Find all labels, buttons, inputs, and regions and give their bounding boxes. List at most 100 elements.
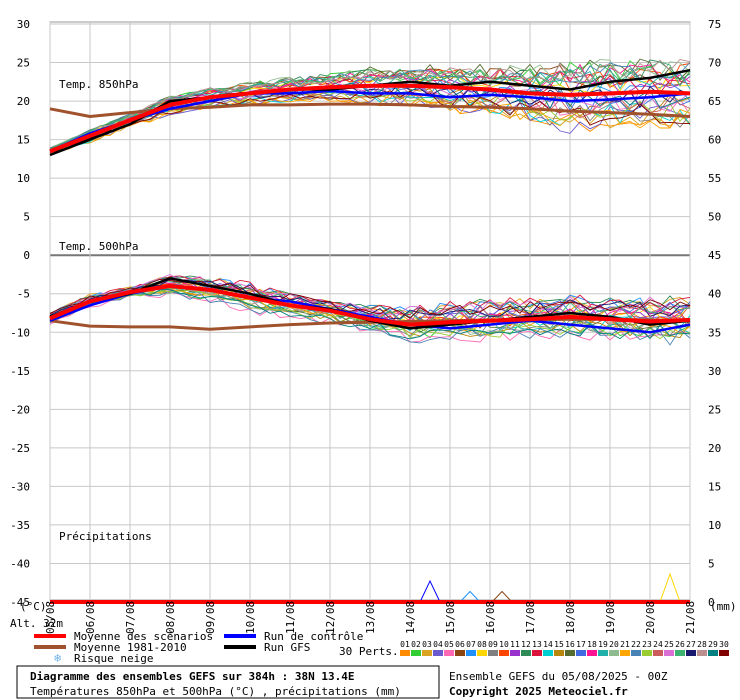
pert-id-23: 23 <box>642 640 652 649</box>
legend-snow: Risque neige <box>74 652 153 665</box>
pert-swatch-18 <box>587 650 597 656</box>
pert-swatch-22 <box>631 650 641 656</box>
copyright: Copyright 2025 Meteociel.fr <box>449 685 628 698</box>
y-right-tick-label: 30 <box>708 365 721 378</box>
pert-id-13: 13 <box>532 640 542 649</box>
pert-id-21: 21 <box>620 640 630 649</box>
pert-swatch-08 <box>477 650 487 656</box>
y-right-tick-label: 55 <box>708 172 721 185</box>
pert-swatch-15 <box>554 650 564 656</box>
panel-label-t500: Temp. 500hPa <box>59 240 138 253</box>
pert-id-27: 27 <box>686 640 696 649</box>
pert-id-14: 14 <box>543 640 553 649</box>
pert-id-03: 03 <box>422 640 432 649</box>
pert-swatch-21 <box>620 650 630 656</box>
pert-swatch-01 <box>400 650 410 656</box>
left-unit: (°C) <box>20 600 47 613</box>
t500-member-30 <box>49 278 691 319</box>
t850-member-28 <box>49 59 691 151</box>
legend-clim: Moyenne 1981-2010 <box>74 641 187 654</box>
t850-member-04 <box>49 92 691 154</box>
y-left-tick-label: 20 <box>17 95 30 108</box>
legend-control: Run de contrôle <box>264 630 363 643</box>
pert-swatch-26 <box>675 650 685 656</box>
x-tick-label: 13/08 <box>364 601 377 634</box>
pert-id-06: 06 <box>455 640 465 649</box>
y-left-tick-label: 15 <box>17 134 30 147</box>
pert-swatch-17 <box>576 650 586 656</box>
y-left-tick-label: -35 <box>10 519 30 532</box>
right-unit: (mm) <box>710 600 737 613</box>
y-left-tick-label: 0 <box>23 249 30 262</box>
pert-swatch-14 <box>543 650 553 656</box>
pert-id-19: 19 <box>598 640 608 649</box>
y-right-tick-label: 70 <box>708 57 721 70</box>
legend: Moyenne des scénarios Moyenne 1981-2010 … <box>34 630 729 665</box>
x-tick-label: 16/08 <box>484 601 497 634</box>
main-series <box>49 68 691 604</box>
precip-member-peak <box>659 572 681 603</box>
snowflake-icon: ❄ <box>54 651 61 665</box>
pert-swatch-09 <box>488 650 498 656</box>
t850-member-26 <box>49 61 691 150</box>
x-tick-label: 17/08 <box>524 601 537 634</box>
x-tick-label: 20/08 <box>644 601 657 634</box>
pert-id-29: 29 <box>708 640 718 649</box>
x-tick-label: 07/08 <box>124 601 137 634</box>
pert-id-08: 08 <box>477 640 487 649</box>
pert-id-18: 18 <box>587 640 597 649</box>
y-right-tick-label: 20 <box>708 442 721 455</box>
pert-id-22: 22 <box>631 640 641 649</box>
pert-swatch-07 <box>466 650 476 656</box>
pert-swatch-23 <box>642 650 652 656</box>
tick-labels: 302520151050-5-10-15-20-25-30-35-40-4575… <box>10 18 721 634</box>
pert-swatch-12 <box>521 650 531 656</box>
pert-id-09: 09 <box>488 640 498 649</box>
y-right-tick-label: 10 <box>708 519 721 532</box>
x-tick-label: 21/08 <box>684 601 697 634</box>
x-tick-label: 12/08 <box>324 601 337 634</box>
pert-swatch-13 <box>532 650 542 656</box>
x-tick-label: 10/08 <box>244 601 257 634</box>
pert-swatch-11 <box>510 650 520 656</box>
title-box <box>16 665 440 699</box>
panel-label-precip: Précipitations <box>59 530 152 543</box>
pert-id-05: 05 <box>444 640 454 649</box>
pert-id-25: 25 <box>664 640 674 649</box>
pert-id-01: 01 <box>400 640 410 649</box>
t500-member-29 <box>49 289 691 340</box>
chart-subtitle: Températures 850hPa et 500hPa (°C) , pré… <box>30 685 401 698</box>
pert-id-28: 28 <box>697 640 707 649</box>
y-left-tick-label: 30 <box>17 18 30 31</box>
pert-id-26: 26 <box>675 640 685 649</box>
precip-member-peak <box>419 579 441 603</box>
pert-id-10: 10 <box>499 640 509 649</box>
pert-swatch-02 <box>411 650 421 656</box>
pert-swatch-27 <box>686 650 696 656</box>
x-tick-label: 06/08 <box>84 601 97 634</box>
pert-id-17: 17 <box>576 640 586 649</box>
y-left-tick-label: -20 <box>10 403 30 416</box>
t850-member-30 <box>49 90 691 153</box>
x-tick-label: 08/08 <box>164 601 177 634</box>
y-left-tick-label: -5 <box>17 288 30 301</box>
precip-member-peak <box>491 590 513 603</box>
x-tick-label: 11/08 <box>284 601 297 634</box>
pert-swatch-10 <box>499 650 509 656</box>
x-tick-label: 15/08 <box>444 601 457 634</box>
y-left-tick-label: -10 <box>10 326 30 339</box>
y-right-tick-label: 75 <box>708 18 721 31</box>
pert-swatch-03 <box>422 650 432 656</box>
y-right-tick-label: 60 <box>708 134 721 147</box>
t500-mean-line <box>49 284 691 327</box>
pert-swatch-20 <box>609 650 619 656</box>
y-right-tick-label: 25 <box>708 403 721 416</box>
pert-id-07: 07 <box>466 640 476 649</box>
pert-id-15: 15 <box>554 640 564 649</box>
pert-swatch-28 <box>697 650 707 656</box>
pert-swatch-29 <box>708 650 718 656</box>
pert-swatch-06 <box>455 650 465 656</box>
panel-label-t850: Temp. 850hPa <box>59 78 138 91</box>
pert-id-16: 16 <box>565 640 575 649</box>
